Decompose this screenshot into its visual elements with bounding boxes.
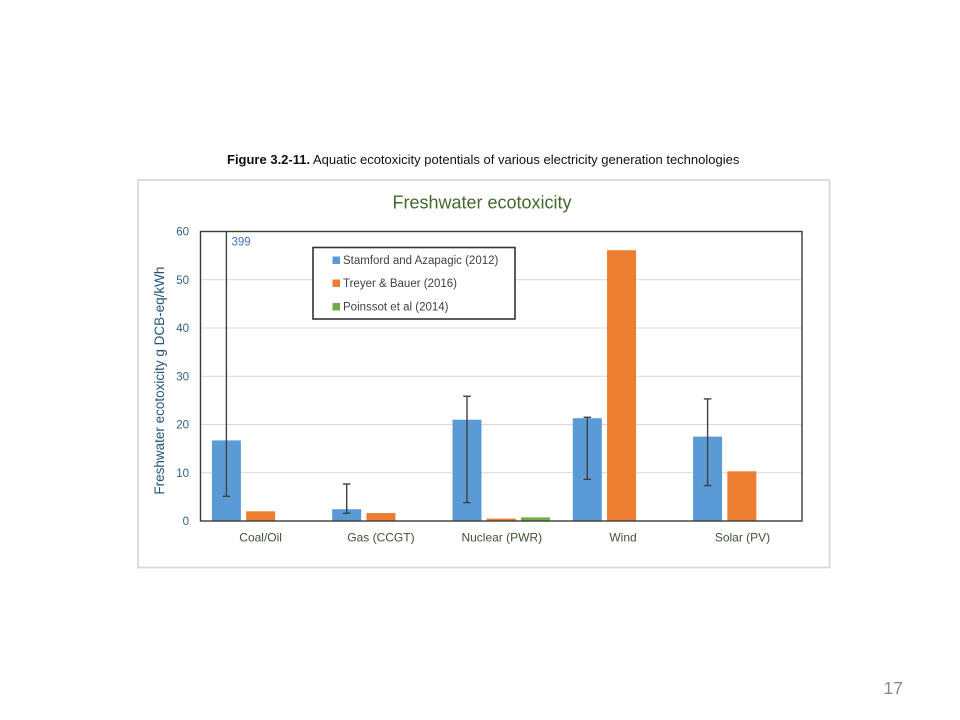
svg-text:10: 10 bbox=[176, 468, 189, 480]
svg-text:Freshwater ecotoxicity g DCB-e: Freshwater ecotoxicity g DCB-eq/kWh bbox=[152, 267, 167, 495]
svg-text:Nuclear (PWR): Nuclear (PWR) bbox=[461, 531, 542, 545]
svg-text:50: 50 bbox=[176, 275, 189, 287]
svg-text:Freshwater ecotoxicity: Freshwater ecotoxicity bbox=[392, 193, 571, 213]
svg-text:Wind: Wind bbox=[609, 531, 636, 545]
svg-text:Stamford and Azapagic (2012): Stamford and Azapagic (2012) bbox=[343, 255, 499, 267]
svg-text:399: 399 bbox=[232, 237, 251, 249]
svg-text:30: 30 bbox=[176, 371, 189, 383]
svg-text:Solar (PV): Solar (PV) bbox=[715, 531, 770, 545]
svg-text:Coal/Oil: Coal/Oil bbox=[239, 531, 282, 545]
svg-text:60: 60 bbox=[176, 227, 189, 239]
svg-text:0: 0 bbox=[183, 516, 189, 528]
svg-text:Treyer & Bauer (2016): Treyer & Bauer (2016) bbox=[343, 278, 457, 290]
svg-text:20: 20 bbox=[176, 420, 189, 432]
svg-text:Poinssot et al (2014): Poinssot et al (2014) bbox=[343, 302, 449, 314]
svg-text:40: 40 bbox=[176, 323, 189, 335]
svg-text:Gas (CCGT): Gas (CCGT) bbox=[347, 531, 414, 545]
